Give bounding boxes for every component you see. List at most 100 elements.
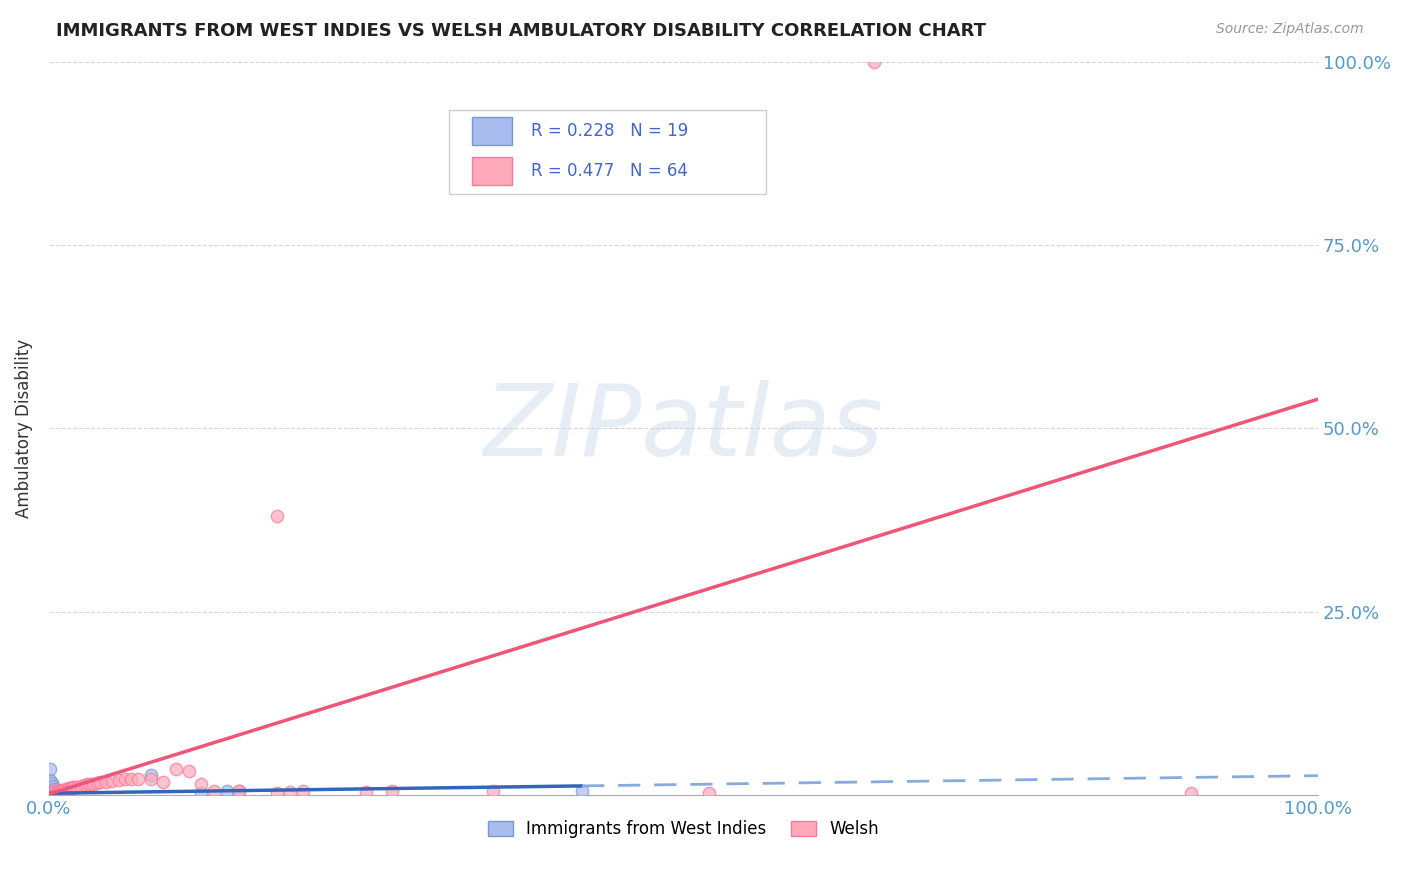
Point: [44, 785, 66, 799]
Point: [45, 785, 67, 799]
FancyBboxPatch shape: [449, 110, 766, 194]
Point: [44, 785, 66, 799]
Point: [52, 783, 75, 797]
Point: [1180, 785, 1202, 799]
Point: [76, 777, 98, 791]
Point: [89, 775, 111, 789]
Point: [51, 785, 73, 799]
Point: [291, 784, 314, 798]
Point: [571, 784, 593, 798]
Point: [56, 782, 79, 797]
Point: [44, 784, 66, 798]
Point: [39, 787, 62, 801]
Point: [46, 784, 69, 798]
Point: [41, 784, 63, 798]
Point: [49, 785, 72, 799]
Point: [697, 785, 720, 799]
Point: [51, 784, 73, 798]
Point: [53, 783, 76, 797]
Point: [59, 781, 82, 796]
Point: [215, 784, 238, 798]
Point: [69, 779, 91, 793]
Point: [127, 772, 149, 787]
Point: [266, 785, 288, 799]
Point: [42, 785, 65, 799]
Point: [63, 780, 86, 795]
Point: [45, 785, 67, 799]
Point: [49, 785, 72, 799]
Text: R = 0.228   N = 19: R = 0.228 N = 19: [531, 122, 689, 140]
Point: [44, 785, 66, 799]
Point: [73, 778, 96, 792]
Point: [101, 773, 124, 788]
Point: [82, 777, 104, 791]
Point: [39, 762, 62, 776]
Y-axis label: Ambulatory Disability: Ambulatory Disability: [15, 339, 32, 518]
Point: [190, 785, 212, 799]
Point: [39, 785, 62, 799]
Point: [55, 782, 77, 797]
Point: [51, 783, 73, 797]
Point: [44, 785, 66, 799]
Point: [41, 776, 63, 790]
Point: [152, 774, 174, 789]
Point: [41, 785, 63, 799]
Point: [55, 782, 77, 797]
Point: [53, 785, 76, 799]
Point: [42, 779, 65, 793]
Point: [45, 785, 67, 799]
Point: [60, 781, 83, 796]
Point: [48, 784, 70, 798]
Text: IMMIGRANTS FROM WEST INDIES VS WELSH AMBULATORY DISABILITY CORRELATION CHART: IMMIGRANTS FROM WEST INDIES VS WELSH AMB…: [56, 22, 986, 40]
Point: [228, 784, 250, 798]
Point: [121, 772, 143, 786]
Point: [42, 781, 65, 796]
Point: [42, 785, 65, 799]
Point: [42, 785, 65, 799]
Point: [42, 785, 65, 799]
Point: [58, 781, 80, 796]
Point: [177, 764, 200, 779]
Point: [41, 786, 63, 800]
Point: [86, 776, 108, 790]
Point: [42, 786, 65, 800]
Point: [94, 774, 117, 789]
Point: [79, 777, 101, 791]
Text: R = 0.477   N = 64: R = 0.477 N = 64: [531, 162, 688, 180]
Point: [114, 772, 136, 787]
Point: [228, 784, 250, 798]
Point: [56, 785, 79, 799]
Point: [62, 780, 84, 795]
Point: [66, 780, 89, 794]
Point: [39, 773, 62, 788]
Point: [190, 777, 212, 791]
Point: [41, 785, 63, 799]
Point: [56, 781, 79, 796]
Point: [165, 762, 187, 776]
Text: ZIPatlas: ZIPatlas: [484, 380, 883, 477]
Point: [139, 768, 162, 782]
Point: [278, 785, 301, 799]
Bar: [471, 157, 512, 186]
Point: [202, 784, 225, 798]
Legend: Immigrants from West Indies, Welsh: Immigrants from West Indies, Welsh: [481, 814, 886, 845]
Text: Source: ZipAtlas.com: Source: ZipAtlas.com: [1216, 22, 1364, 37]
Point: [42, 785, 65, 799]
Point: [381, 784, 404, 798]
Point: [48, 785, 70, 799]
Point: [52, 784, 75, 798]
Point: [46, 785, 69, 799]
Point: [45, 785, 67, 799]
Point: [356, 785, 378, 799]
Point: [139, 772, 162, 786]
Point: [42, 785, 65, 799]
Point: [266, 509, 288, 524]
Point: [46, 785, 69, 799]
Point: [482, 784, 505, 798]
Point: [107, 773, 129, 788]
Point: [49, 784, 72, 798]
Bar: [471, 117, 512, 145]
Point: [42, 785, 65, 799]
Point: [48, 785, 70, 799]
Point: [42, 785, 65, 799]
